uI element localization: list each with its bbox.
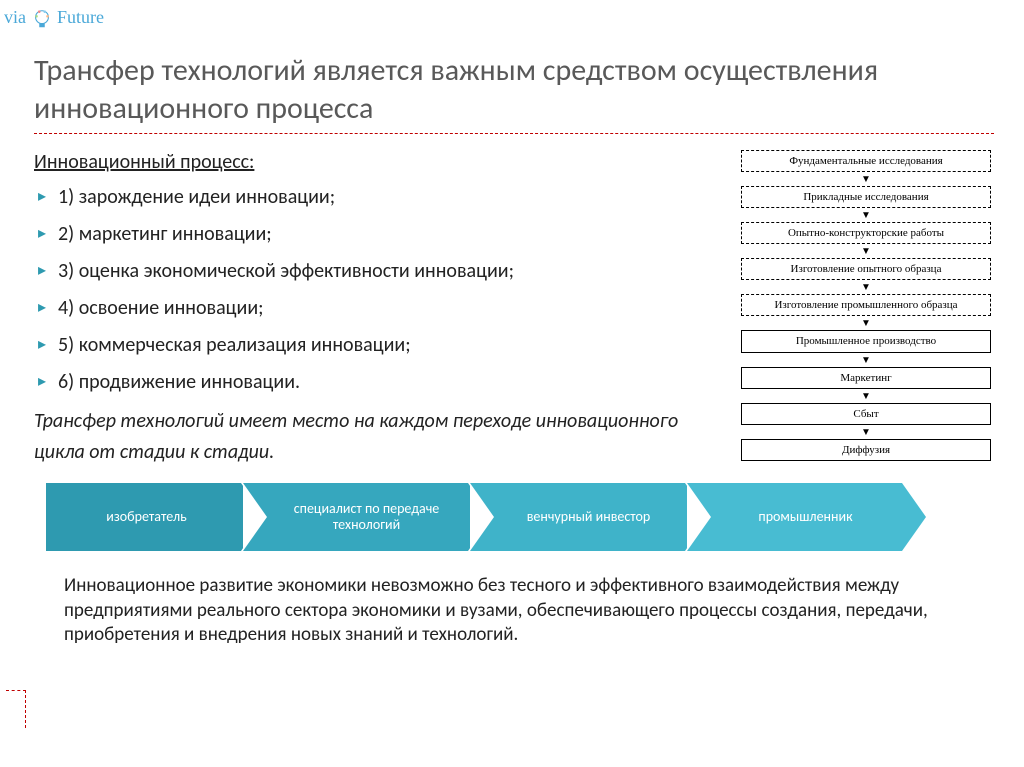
- list-item: 6) продвижение инновации.: [34, 369, 724, 396]
- down-arrow-icon: ▼: [741, 176, 991, 182]
- stage-box: Изготовление промышленного образца: [741, 294, 991, 316]
- list-item: 2) маркетинг инновации;: [34, 221, 724, 248]
- corner-decoration: [6, 690, 26, 728]
- chevron-label: специалист по передаче технологий: [275, 501, 458, 533]
- section-head: Инновационный процесс:: [34, 150, 724, 174]
- chevron-step: промышленник: [687, 483, 902, 551]
- italic-paragraph: Трансфер технологий имеет место на каждо…: [34, 406, 724, 468]
- logo-text-b: Future: [57, 7, 104, 27]
- list-item: 5) коммерческая реализация инновации;: [34, 332, 724, 359]
- stage-diagram: Фундаментальные исследования ▼ Прикладны…: [741, 150, 991, 461]
- down-arrow-icon: ▼: [741, 393, 991, 399]
- stage-box: Фундаментальные исследования: [741, 150, 991, 172]
- chevron-process: изобретатель специалист по передаче техн…: [46, 482, 994, 552]
- logo: via Future: [4, 6, 104, 32]
- stage-box: Маркетинг: [741, 367, 991, 389]
- chevron-label: изобретатель: [106, 509, 186, 525]
- down-arrow-icon: ▼: [741, 357, 991, 363]
- stage-box: Сбыт: [741, 403, 991, 425]
- stage-box: Опытно-конструкторские работы: [741, 222, 991, 244]
- down-arrow-icon: ▼: [741, 429, 991, 435]
- chevron-label: промышленник: [758, 509, 852, 525]
- bottom-paragraph: Инновационное развитие экономики невозмо…: [34, 574, 994, 648]
- list-item: 1) зарождение идеи инновации;: [34, 184, 724, 211]
- right-column: Фундаментальные исследования ▼ Прикладны…: [738, 150, 994, 468]
- down-arrow-icon: ▼: [741, 284, 991, 290]
- list-item: 3) оценка экономической эффективности ин…: [34, 258, 724, 285]
- down-arrow-icon: ▼: [741, 320, 991, 326]
- chevron-label: венчурный инвестор: [527, 509, 651, 525]
- content-area: Инновационный процесс: 1) зарождение иде…: [34, 150, 994, 468]
- stage-box: Прикладные исследования: [741, 186, 991, 208]
- page-title: Трансфер технологий является важным сред…: [34, 52, 994, 127]
- stage-box: Диффузия: [741, 439, 991, 461]
- left-column: Инновационный процесс: 1) зарождение иде…: [34, 150, 724, 468]
- stage-box: Промышленное производство: [741, 330, 991, 352]
- bullet-list: 1) зарождение идеи инновации; 2) маркети…: [34, 184, 724, 396]
- list-item: 4) освоение инновации;: [34, 295, 724, 322]
- lightbulb-icon: [31, 6, 53, 32]
- down-arrow-icon: ▼: [741, 248, 991, 254]
- down-arrow-icon: ▼: [741, 212, 991, 218]
- divider: [34, 133, 994, 134]
- chevron-step: венчурный инвестор: [470, 483, 685, 551]
- stage-box: Изготовление опытного образца: [741, 258, 991, 280]
- chevron-step: специалист по передаче технологий: [243, 483, 468, 551]
- chevron-step: изобретатель: [46, 483, 241, 551]
- logo-text-a: via: [4, 7, 26, 27]
